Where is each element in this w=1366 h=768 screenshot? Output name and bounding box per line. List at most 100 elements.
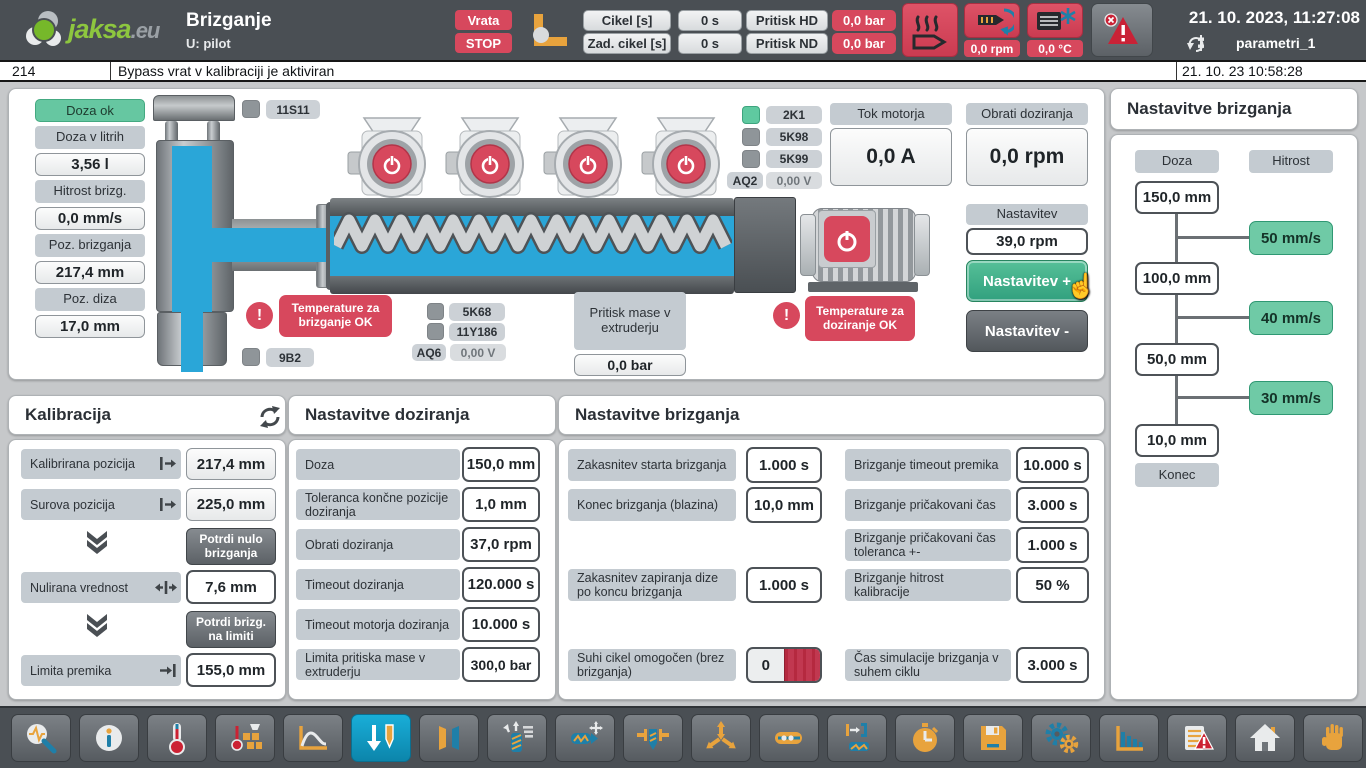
taskbar-temperature-button[interactable] xyxy=(147,714,207,762)
konec-brizganja-value[interactable]: 10,0 mm xyxy=(746,487,822,523)
aq6-value: 0,00 V xyxy=(450,344,506,361)
profile-speed-1[interactable]: 50 mm/s xyxy=(1249,221,1333,255)
nastavitev-minus-button[interactable]: Nastavitev - xyxy=(966,310,1088,352)
taskbar-nozzle-centering-button[interactable] xyxy=(623,714,683,762)
taskbar-injection-button[interactable] xyxy=(351,714,411,762)
refresh-icon[interactable] xyxy=(257,404,283,430)
taskbar-conveyor-button[interactable] xyxy=(759,714,819,762)
taskbar-alarm-list-button[interactable] xyxy=(1167,714,1227,762)
recipe-name: parametri_1 xyxy=(1236,35,1316,51)
taskbar-home-button[interactable] xyxy=(1235,714,1295,762)
pritisk-mase-value: 0,0 bar xyxy=(574,354,686,376)
timeout-doziranja-label: Timeout doziranja xyxy=(296,569,460,600)
profile-position-2[interactable]: 100,0 mm xyxy=(1135,262,1219,295)
doziranje-panel-title: Nastavitve doziranja xyxy=(288,395,556,435)
taskbar-extruder-move-button[interactable] xyxy=(555,714,615,762)
indicator-5k68 xyxy=(427,303,444,320)
alarm-ack-button[interactable] xyxy=(1091,3,1153,57)
jaksa-logo-icon xyxy=(26,11,61,46)
vrata-button[interactable]: Vrata xyxy=(455,10,512,30)
alarm-time-divider xyxy=(1176,62,1177,80)
cooling-icon xyxy=(1037,7,1076,30)
kalibrirana-pozicija-label: Kalibrirana pozicija xyxy=(21,449,181,479)
profile-speed-2[interactable]: 40 mm/s xyxy=(1249,301,1333,335)
taskbar-save-button[interactable] xyxy=(963,714,1023,762)
limita-premika-value[interactable]: 155,0 mm xyxy=(186,653,276,687)
taskbar-info-button[interactable] xyxy=(79,714,139,762)
profile-panel-title: Nastavitve brizganja xyxy=(1110,88,1358,130)
stop-button[interactable]: STOP xyxy=(455,33,512,53)
save-icon xyxy=(981,726,1006,750)
indicator-11s11-label: 11S11 xyxy=(266,100,320,119)
timeout-motorja-value[interactable]: 10.000 s xyxy=(462,607,540,642)
position-both-icon xyxy=(155,581,177,594)
zakasnitev-zapiranja-label: Zakasnitev zapiranja dize po koncu brizg… xyxy=(568,569,736,601)
doza-value[interactable]: 150,0 mm xyxy=(462,447,540,482)
recipe-selector[interactable]: parametri_1 xyxy=(1186,32,1356,54)
cooling-button[interactable] xyxy=(1027,3,1083,38)
profile-position-1[interactable]: 150,0 mm xyxy=(1135,181,1219,214)
taskbar-mold-button[interactable] xyxy=(419,714,479,762)
profile-connector-vertical xyxy=(1175,214,1178,424)
indicator-5k99-label: 5K99 xyxy=(766,150,822,168)
poz-diza-label: Poz. diza xyxy=(35,288,145,311)
zakasnitev-starta-value[interactable]: 1.000 s xyxy=(746,447,822,483)
aq2-label: AQ2 xyxy=(727,172,763,189)
obrati-value[interactable]: 37,0 rpm xyxy=(462,527,540,562)
diagnostics-search-icon xyxy=(27,724,57,754)
brizganje-panel-title: Nastavitve brizganja xyxy=(558,395,1105,435)
taskbar-material-distribution-button[interactable] xyxy=(691,714,751,762)
hitrost-brizg-label: Hitrost brizg. xyxy=(35,180,145,203)
taskbar-manual-mode-button[interactable] xyxy=(1303,714,1363,762)
nulirana-vrednost-value[interactable]: 7,6 mm xyxy=(186,570,276,604)
potrdi-nulo-button[interactable]: Potrdi nulo brizganja xyxy=(186,528,276,565)
profile-speed-3[interactable]: 30 mm/s xyxy=(1249,381,1333,415)
tok-motorja-value: 0,0 A xyxy=(830,128,952,186)
nastavitev-setpoint[interactable]: 39,0 rpm xyxy=(966,228,1088,255)
flow-down-icon xyxy=(87,614,107,637)
taskbar-dosing-unit-button[interactable] xyxy=(487,714,547,762)
taskbar-trend-curve-button[interactable] xyxy=(283,714,343,762)
pricakovani-toleranca-label: Brizganje pričakovani čas toleranca +- xyxy=(845,529,1011,561)
profile-position-3[interactable]: 50,0 mm xyxy=(1135,343,1219,376)
pricakovani-cas-value[interactable]: 3.000 s xyxy=(1016,487,1089,523)
timer-icon xyxy=(913,723,939,752)
hitrost-brizg-value: 0,0 mm/s xyxy=(35,207,145,230)
toggle-handle xyxy=(783,649,820,681)
limita-pritiska-value[interactable]: 300,0 bar xyxy=(462,647,540,682)
profile-position-4[interactable]: 10,0 mm xyxy=(1135,424,1219,457)
zakasnitev-zapiranja-value[interactable]: 1.000 s xyxy=(746,567,822,603)
suhi-cikel-toggle[interactable]: 0 xyxy=(746,647,822,683)
taskbar-settings-button[interactable] xyxy=(1031,714,1091,762)
dosing-unit-icon xyxy=(503,721,533,752)
corner-position-icon xyxy=(533,14,567,46)
hitrost-kalibracije-value[interactable]: 50 % xyxy=(1016,567,1089,603)
taskbar-clamp-unit-button[interactable] xyxy=(827,714,887,762)
taskbar-diagnostics-search-button[interactable] xyxy=(11,714,71,762)
pricakovani-toleranca-value[interactable]: 1.000 s xyxy=(1016,527,1089,563)
toleranca-value[interactable]: 1,0 mm xyxy=(462,487,540,522)
obrati-doziranja-label: Obrati doziranja xyxy=(966,103,1088,125)
barrel-heating-button[interactable] xyxy=(902,3,958,57)
doza-v-litrih-label: Doza v litrih xyxy=(35,126,145,149)
temp-doziranje-badge: Temperature za doziranje OK xyxy=(805,296,915,341)
doza-v-litrih-value: 3,56 l xyxy=(35,153,145,176)
cikel-value: 0 s xyxy=(678,10,742,31)
motor-front-cap xyxy=(800,214,816,276)
timeout-premika-value[interactable]: 10.000 s xyxy=(1016,447,1089,483)
datetime-display: 21. 10. 2023, 11:27:08 xyxy=(1188,8,1360,27)
cas-simulacije-value[interactable]: 3.000 s xyxy=(1016,647,1089,683)
taskbar-timer-button[interactable] xyxy=(895,714,955,762)
taskbar-temperature-zones-button[interactable] xyxy=(215,714,275,762)
taskbar-statistics-button[interactable] xyxy=(1099,714,1159,762)
cursor-pointer: ☝ xyxy=(1066,273,1096,300)
nastavitev-plus-button[interactable]: Nastavitev + xyxy=(966,260,1088,302)
timeout-doziranja-value[interactable]: 120.000 s xyxy=(462,567,540,602)
dosing-motor-power-button[interactable] xyxy=(824,216,870,262)
potrdi-limiti-button[interactable]: Potrdi brizg. na limiti xyxy=(186,611,276,648)
extruder-move-icon xyxy=(571,721,603,744)
alarm-warning-icon xyxy=(1104,13,1138,44)
pritisk-nd-label: Pritisk ND xyxy=(746,33,828,54)
dosing-rotation-button[interactable] xyxy=(964,3,1020,38)
pritisk-mase-label: Pritisk mase v extruderju xyxy=(574,292,686,350)
